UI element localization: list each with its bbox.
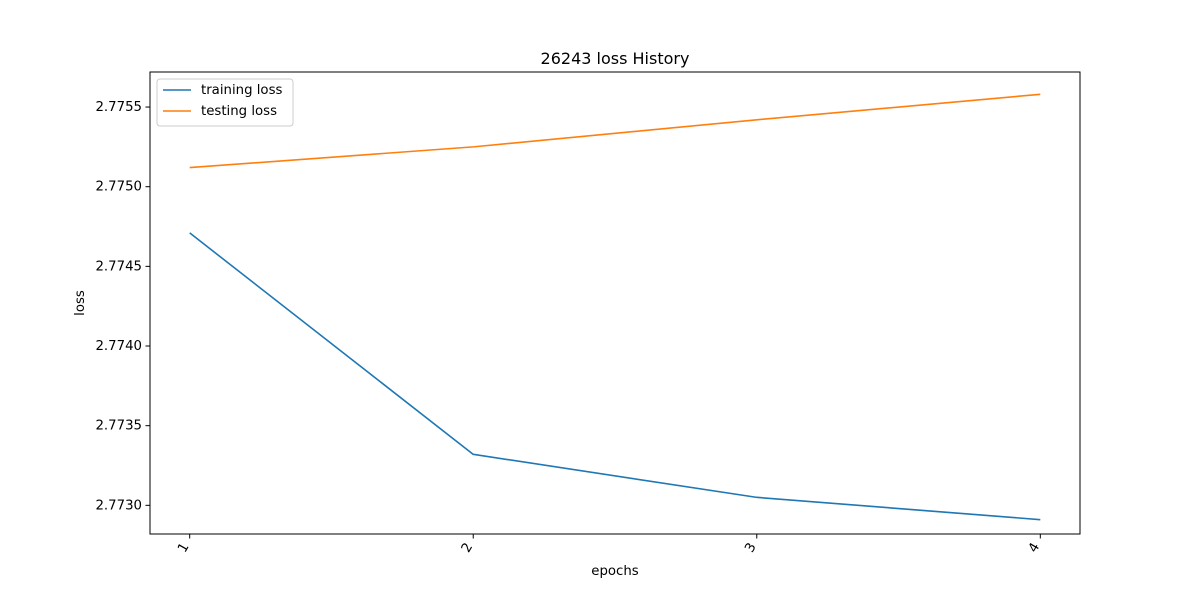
x-tick-label: 3 xyxy=(742,541,759,556)
plot-frame-border xyxy=(149,71,1081,535)
y-axis-label: loss xyxy=(73,290,88,316)
series-line-testing-loss xyxy=(189,93,1041,169)
legend-label: training loss xyxy=(201,83,282,98)
y-tick-label: 2.7730 xyxy=(95,498,142,513)
x-tick-label: 4 xyxy=(1026,541,1043,556)
y-tick-label: 2.7755 xyxy=(95,100,142,115)
legend: training loss testing loss xyxy=(156,78,294,127)
x-axis: 1 2 3 4 xyxy=(175,534,1043,555)
chart-title: 26243 loss History xyxy=(541,49,690,68)
plot-area xyxy=(150,72,1080,534)
series-layer xyxy=(189,93,1041,521)
x-tick-label: 1 xyxy=(175,541,192,556)
y-tick-label: 2.7750 xyxy=(95,180,142,195)
y-tick-label: 2.7740 xyxy=(95,339,142,354)
series-line-training-loss xyxy=(189,232,1041,521)
y-tick-label: 2.7735 xyxy=(95,419,142,434)
y-tick-label: 2.7745 xyxy=(95,259,142,274)
x-axis-label: epochs xyxy=(591,564,638,579)
legend-label: testing loss xyxy=(201,104,277,119)
x-tick-label: 2 xyxy=(459,541,476,556)
y-axis: 2.7730 2.7735 2.7740 2.7745 2.7750 2.7755 xyxy=(95,100,150,513)
